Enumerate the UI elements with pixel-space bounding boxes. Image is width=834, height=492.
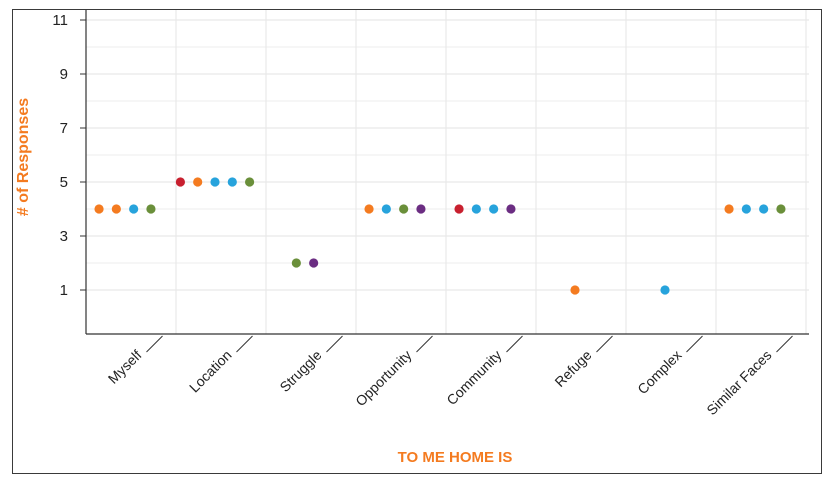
- y-tick-label: 9: [60, 66, 68, 83]
- data-point: [129, 204, 139, 214]
- x-tick-leader: [596, 335, 613, 353]
- x-tick-label: Complex: [634, 347, 684, 397]
- data-point: [291, 258, 301, 268]
- data-point: [193, 177, 203, 187]
- x-tick-leader: [416, 335, 433, 353]
- gridlines: [86, 10, 809, 334]
- data-point: [471, 204, 481, 214]
- y-tick-labels: 1 3 5 7 9 11: [52, 12, 86, 299]
- data-point: [741, 204, 751, 214]
- data-point: [94, 204, 104, 214]
- x-tick-label: Myself: [105, 347, 145, 387]
- data-point: [364, 204, 374, 214]
- x-tick-leader: [506, 335, 523, 353]
- x-tick-labels: Myself Location Struggle Opportunity Communi…: [105, 335, 793, 418]
- data-point: [309, 258, 319, 268]
- data-points: [94, 177, 786, 295]
- data-point: [759, 204, 769, 214]
- data-point: [660, 285, 670, 295]
- x-tick-label: Refuge: [551, 347, 594, 390]
- x-tick-leader: [146, 335, 163, 353]
- data-point: [175, 177, 185, 187]
- x-tick-label: Location: [186, 347, 235, 396]
- x-tick-label: Similar Faces: [703, 347, 774, 418]
- data-point: [381, 204, 391, 214]
- y-tick-label: 1: [60, 282, 68, 299]
- data-point: [111, 204, 121, 214]
- data-point: [416, 204, 426, 214]
- x-tick-leader: [776, 335, 793, 353]
- data-point: [570, 285, 580, 295]
- y-tick-label: 7: [60, 120, 68, 137]
- y-axis-label: # of Responses: [15, 98, 32, 216]
- x-tick-leader: [326, 335, 343, 353]
- x-tick-label: Community: [443, 347, 504, 408]
- data-point: [210, 177, 220, 187]
- data-point: [454, 204, 464, 214]
- data-point: [227, 177, 237, 187]
- x-axis-label: TO ME HOME IS: [398, 449, 513, 466]
- data-point: [489, 204, 499, 214]
- x-tick-label: Struggle: [276, 347, 324, 395]
- data-point: [245, 177, 255, 187]
- y-tick-label: 3: [60, 228, 68, 245]
- data-point: [776, 204, 786, 214]
- y-tick-label: 11: [52, 12, 68, 29]
- data-point: [724, 204, 734, 214]
- x-tick-leader: [236, 335, 253, 353]
- data-point: [146, 204, 156, 214]
- chart-frame: [12, 9, 822, 474]
- x-tick-leader: [686, 335, 703, 353]
- y-tick-label: 5: [60, 174, 68, 191]
- axes: [85, 10, 809, 335]
- x-tick-label: Opportunity: [352, 347, 414, 409]
- data-point: [506, 204, 516, 214]
- data-point: [399, 204, 409, 214]
